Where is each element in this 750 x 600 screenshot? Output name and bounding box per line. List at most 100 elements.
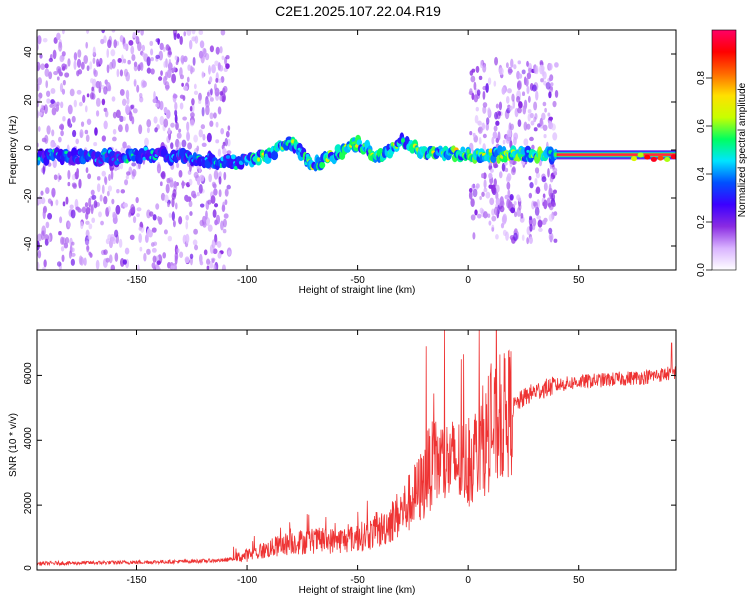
noise-speckle bbox=[56, 76, 60, 81]
noise-speckle bbox=[167, 68, 172, 79]
noise-speckle bbox=[61, 254, 65, 262]
noise-speckle bbox=[227, 125, 231, 131]
noise-speckle bbox=[517, 119, 522, 128]
noise-speckle bbox=[493, 80, 497, 87]
noise-speckle bbox=[81, 206, 87, 214]
noise-speckle bbox=[209, 97, 214, 102]
noise-speckle bbox=[526, 237, 530, 245]
signal-band-stripe bbox=[556, 151, 676, 153]
noise-speckle bbox=[468, 188, 473, 193]
noise-speckle bbox=[201, 71, 205, 79]
noise-speckle bbox=[541, 176, 547, 183]
colorbar-tick-label: 0.2 bbox=[696, 215, 707, 229]
noise-speckle bbox=[44, 234, 49, 242]
noise-speckle bbox=[179, 67, 183, 77]
noise-speckle bbox=[100, 220, 104, 226]
noise-speckle bbox=[103, 86, 108, 95]
noise-speckle bbox=[56, 261, 62, 267]
noise-speckle bbox=[53, 70, 59, 76]
signal-blob bbox=[131, 155, 137, 162]
noise-speckle bbox=[482, 211, 488, 219]
noise-speckle bbox=[59, 82, 64, 93]
noise-speckle bbox=[94, 127, 98, 136]
noise-speckle bbox=[123, 68, 129, 77]
noise-speckle bbox=[193, 134, 198, 143]
noise-speckle bbox=[85, 41, 89, 49]
noise-speckle bbox=[38, 195, 42, 205]
noise-speckle bbox=[45, 90, 51, 97]
y-tick-label: -20 bbox=[23, 188, 34, 203]
noise-speckle bbox=[176, 248, 180, 253]
noise-speckle bbox=[137, 30, 141, 34]
noise-speckle bbox=[163, 229, 168, 235]
noise-speckle bbox=[156, 163, 162, 174]
noise-speckle bbox=[131, 168, 137, 177]
noise-speckle bbox=[532, 201, 537, 207]
noise-speckle bbox=[544, 107, 547, 113]
noise-speckle bbox=[549, 86, 553, 91]
signal-core bbox=[64, 150, 69, 154]
noise-speckle bbox=[96, 183, 101, 193]
noise-speckle bbox=[193, 90, 199, 95]
colorbar-tick-label: 0.6 bbox=[696, 119, 707, 133]
noise-speckle bbox=[521, 234, 525, 241]
noise-speckle bbox=[73, 99, 77, 108]
noise-speckle bbox=[481, 173, 485, 179]
noise-speckle bbox=[115, 204, 121, 215]
noise-speckle bbox=[84, 202, 89, 208]
noise-speckle bbox=[67, 221, 71, 228]
noise-speckle bbox=[534, 178, 538, 186]
noise-speckle bbox=[51, 187, 56, 198]
noise-speckle bbox=[87, 173, 92, 180]
noise-speckle bbox=[103, 195, 108, 205]
x-tick-label: 50 bbox=[573, 275, 585, 286]
noise-speckle bbox=[533, 127, 538, 132]
noise-speckle bbox=[106, 64, 110, 74]
noise-speckle bbox=[476, 89, 481, 97]
noise-speckle bbox=[136, 213, 140, 218]
noise-speckle bbox=[495, 197, 501, 206]
noise-speckle bbox=[136, 207, 142, 212]
signal-blob bbox=[664, 157, 671, 163]
noise-speckle bbox=[44, 68, 50, 77]
noise-speckle bbox=[143, 252, 147, 262]
noise-speckle bbox=[103, 249, 108, 255]
noise-speckle bbox=[550, 123, 556, 131]
noise-speckle bbox=[224, 137, 228, 147]
noise-speckle bbox=[507, 189, 511, 198]
noise-speckle bbox=[488, 172, 493, 179]
noise-speckle bbox=[495, 120, 500, 126]
noise-speckle bbox=[103, 120, 108, 130]
noise-speckle bbox=[169, 179, 174, 188]
colorbar-ticks: 0.0 0.2 0.4 0.6 0.8 bbox=[696, 71, 712, 277]
noise-speckle bbox=[107, 39, 112, 49]
signal-core bbox=[233, 166, 239, 170]
noise-speckle bbox=[80, 61, 85, 70]
noise-speckle bbox=[49, 103, 54, 108]
noise-speckle bbox=[554, 89, 559, 98]
noise-speckle bbox=[67, 118, 71, 127]
signal-band-stripe bbox=[556, 153, 676, 155]
noise-speckle bbox=[162, 252, 167, 259]
noise-speckle bbox=[107, 205, 111, 213]
noise-speckle bbox=[194, 244, 199, 251]
noise-speckle bbox=[80, 121, 85, 127]
noise-speckle bbox=[192, 56, 196, 66]
noise-speckle bbox=[178, 169, 183, 178]
noise-speckle bbox=[198, 50, 204, 59]
noise-speckle bbox=[93, 141, 98, 147]
noise-speckle bbox=[144, 137, 149, 147]
noise-speckle bbox=[220, 30, 226, 36]
noise-speckle bbox=[226, 150, 232, 155]
noise-speckle bbox=[531, 84, 537, 92]
noise-speckle bbox=[483, 179, 487, 189]
signal-blob bbox=[356, 139, 363, 146]
noise-speckle bbox=[132, 216, 137, 224]
noise-speckle bbox=[174, 202, 178, 210]
noise-speckle bbox=[101, 184, 105, 195]
noise-speckle bbox=[523, 138, 529, 146]
noise-speckle bbox=[93, 200, 98, 209]
noise-speckle bbox=[151, 247, 157, 253]
spectrogram-signal-layer bbox=[37, 132, 676, 172]
noise-speckle bbox=[152, 255, 157, 263]
